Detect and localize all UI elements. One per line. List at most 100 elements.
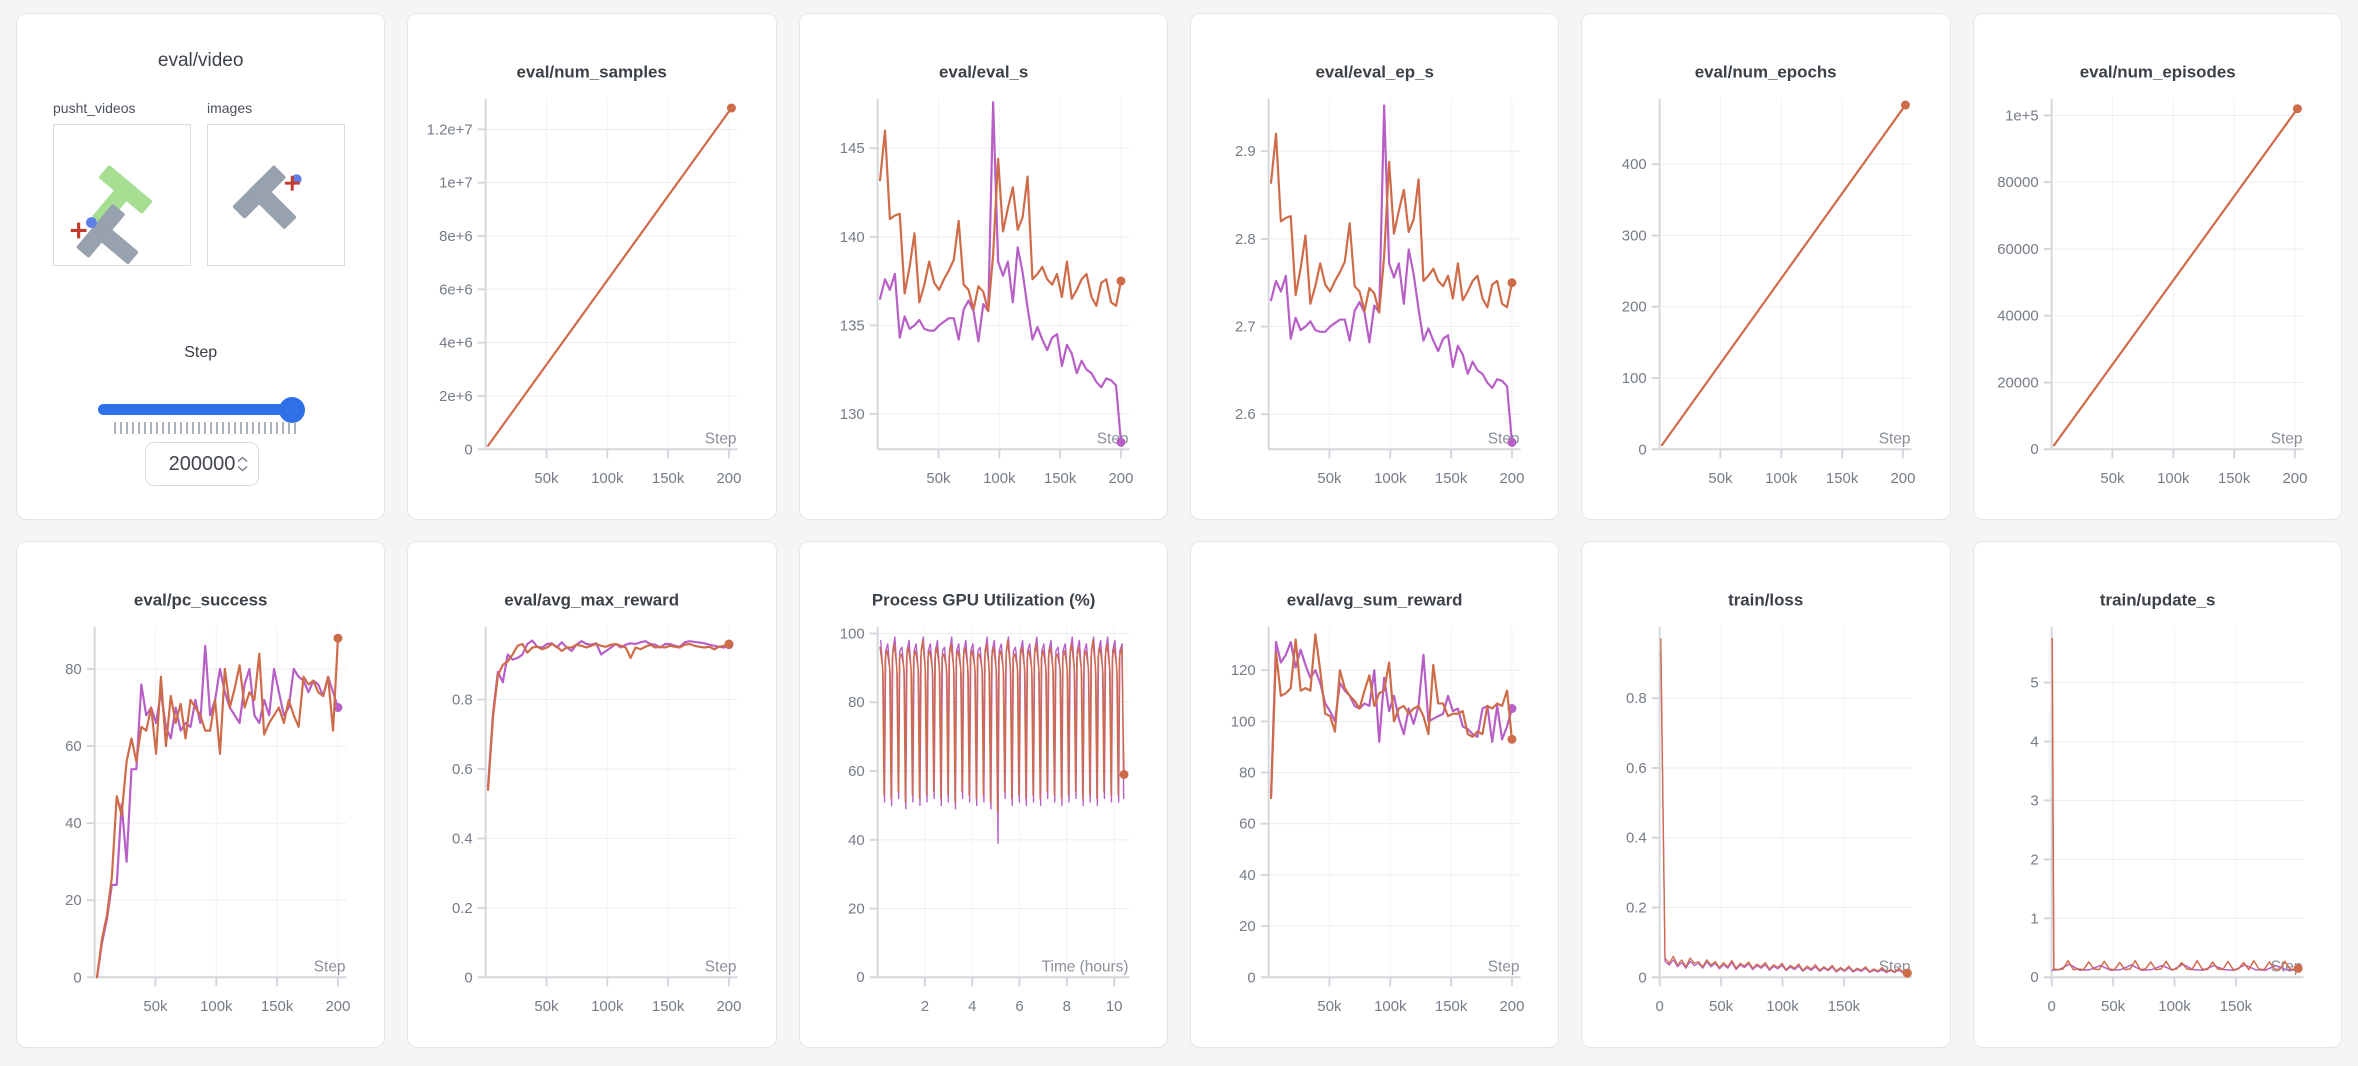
media-panel-eval-video: eval/video pusht_videos images [16, 13, 386, 520]
chart-title: eval/num_samples [517, 63, 667, 82]
y-tick-label: 2 [2030, 851, 2038, 868]
x-tick-label: 50k [143, 998, 168, 1015]
y-tick-label: 0.4 [452, 830, 473, 847]
chart-canvas-eval-pc-success: 0 20 40 60 80 50k 100k 150k 200 eval/pc_success St… [65, 591, 350, 1015]
y-tick-label: 60 [65, 738, 82, 755]
endpoint-dot-purple-run [1507, 437, 1517, 447]
chevron-up-icon[interactable] [237, 456, 248, 463]
y-tick-label: 80 [848, 694, 865, 711]
x-tick-label: 200 [325, 998, 350, 1015]
y-tick-label: 120 [1231, 662, 1256, 679]
chart-panel-eval-pc-success[interactable]: 0 20 40 60 80 50k 100k 150k 200 eval/pc_success St… [16, 541, 386, 1048]
x-tick-label: 150k [1826, 470, 1859, 487]
y-tick-label: 0.2 [452, 900, 473, 917]
x-tick-label: 200 [1891, 470, 1916, 487]
x-tick-label: 200 [717, 470, 742, 487]
y-tick-label: 5 [2030, 675, 2038, 692]
chart-panel-eval-avg-max-reward[interactable]: 0 0.2 0.4 0.6 0.8 50k 100k 150k 200 eval/avg_max_… [407, 541, 777, 1048]
x-axis-label: Time (hours) [1041, 958, 1128, 975]
x-tick-label: 100k [591, 998, 624, 1015]
y-tick-label: 0 [2030, 969, 2038, 986]
x-tick-label: 8 [1062, 998, 1070, 1015]
chart-canvas-eval-num-episodes: 0 20000 40000 60000 80000 1e+5 50k 100k 150k 200 e… [1997, 63, 2307, 487]
gray-t-shape [76, 204, 139, 265]
series-line-orange-run [487, 106, 733, 447]
x-axis-label: Step [2270, 430, 2302, 447]
chart-panel-process-gpu-utilization[interactable]: 0 20 40 60 80 100 2 4 6 8 10 Process GPU Utilizatio… [798, 541, 1168, 1048]
stepper-arrows[interactable] [237, 456, 248, 472]
chart-title: eval/eval_ep_s [1315, 63, 1433, 82]
gray-t-shape [232, 165, 297, 229]
chart-canvas-eval-avg-sum-reward: 0 20 40 60 80 100 120 50k 100k 150k 200 eval/avg_su… [1231, 591, 1525, 1015]
series-line-orange-run [1269, 633, 1514, 800]
y-tick-label: 140 [839, 229, 864, 246]
x-tick-label: 200 [1108, 470, 1133, 487]
agent-dot [86, 217, 97, 229]
series-line-orange-run [1269, 132, 1514, 314]
y-tick-label: 0.6 [1626, 760, 1647, 777]
chart-canvas-eval-num-epochs: 0 100 200 300 400 50k 100k 150k 200 eval/num_epoc… [1622, 63, 1916, 487]
y-tick-label: 0 [465, 441, 473, 458]
endpoint-dot-purple-run [333, 703, 343, 713]
chart-canvas-process-gpu-utilization: 0 20 40 60 80 100 2 4 6 8 10 Process GPU Utilizatio… [839, 591, 1130, 1015]
chart-panel-eval-num-epochs[interactable]: 0 100 200 300 400 50k 100k 150k 200 eval/num_epoc… [1581, 13, 1951, 520]
step-value-input[interactable]: 200000 [145, 442, 259, 486]
x-tick-label: 50k [1709, 470, 1734, 487]
y-tick-label: 3 [2030, 792, 2038, 809]
chart-panel-eval-eval-ep-s[interactable]: 2.6 2.7 2.8 2.9 50k 100k 150k 200 eval/eval_ep_s… [1190, 13, 1560, 520]
step-slider[interactable] [98, 396, 305, 423]
x-tick-label: 100k [1765, 470, 1798, 487]
x-axis-label: Step [705, 958, 737, 975]
chart-title: Process GPU Utilization (%) [872, 591, 1096, 610]
x-tick-label: 10 [1106, 998, 1123, 1015]
y-tick-label: 2.6 [1235, 406, 1256, 423]
pusht-scene-video [70, 165, 153, 265]
endpoint-dot-orange-run [727, 103, 737, 113]
x-tick-label: 50k [1709, 998, 1734, 1015]
slider-handle[interactable] [279, 396, 305, 423]
y-tick-label: 60 [848, 763, 865, 780]
x-tick-label: 150k [652, 470, 685, 487]
y-tick-label: 6e+6 [439, 281, 473, 298]
y-tick-label: 4 [2030, 734, 2038, 751]
chart-panel-train-loss[interactable]: 0 0.2 0.4 0.6 0.8 0 50k 100k 150k train/loss Step [1581, 541, 1951, 1048]
chart-title: eval/num_epochs [1695, 63, 1837, 82]
chart-panel-eval-eval-s[interactable]: 130 135 140 145 50k 100k 150k 200 eval/eval_s Ste… [798, 13, 1168, 520]
chart-panel-eval-avg-sum-reward[interactable]: 0 20 40 60 80 100 120 50k 100k 150k 200 eval/avg_su… [1190, 541, 1560, 1048]
media-thumb-images[interactable] [207, 124, 345, 266]
x-tick-label: 100k [591, 470, 624, 487]
y-tick-label: 2.8 [1235, 231, 1256, 248]
chart-panel-train-update-s[interactable]: 0 1 2 3 4 5 0 50k 100k 150k train/update_s Step [1972, 541, 2342, 1048]
x-tick-label: 150k [1435, 998, 1468, 1015]
y-tick-label: 0 [465, 969, 473, 986]
x-tick-label: 200 [1499, 998, 1524, 1015]
x-tick-label: 100k [2158, 998, 2191, 1015]
y-tick-label: 200 [1622, 299, 1647, 316]
x-tick-label: 0 [1656, 998, 1664, 1015]
x-tick-label: 50k [1317, 998, 1342, 1015]
chevron-down-icon[interactable] [237, 465, 248, 472]
series-line-orange-run [95, 637, 340, 979]
y-tick-label: 2.9 [1235, 143, 1256, 160]
x-tick-label: 100k [983, 470, 1016, 487]
y-tick-label: 20 [65, 892, 82, 909]
x-tick-label: 6 [1015, 998, 1023, 1015]
series-line-purple-run [1660, 652, 1909, 975]
chart-panel-eval-num-samples[interactable]: 0 2e+6 4e+6 6e+6 8e+6 1e+7 1.2e+7 50k 100k 150k 20… [407, 13, 777, 520]
chart-canvas-eval-avg-max-reward: 0 0.2 0.4 0.6 0.8 50k 100k 150k 200 eval/avg_max_… [452, 591, 741, 1015]
media-panel-title: eval/video [157, 50, 244, 71]
y-tick-label: 0 [2030, 441, 2038, 458]
series-line-purple-run [487, 639, 731, 788]
series-line-purple-run [1269, 104, 1514, 444]
media-thumb-pusht-videos[interactable] [53, 124, 191, 266]
y-tick-label: 100 [839, 626, 864, 643]
y-tick-label: 100 [1622, 370, 1647, 387]
y-tick-label: 100 [1231, 713, 1256, 730]
x-axis-label: Step [705, 430, 737, 447]
y-tick-label: 1.2e+7 [427, 121, 473, 138]
endpoint-dot-purple-run [1116, 437, 1126, 447]
y-tick-label: 20 [1239, 918, 1256, 935]
chart-panel-eval-num-episodes[interactable]: 0 20000 40000 60000 80000 1e+5 50k 100k 150k 200 e… [1972, 13, 2342, 520]
y-tick-label: 80 [65, 661, 82, 678]
y-tick-label: 135 [839, 317, 864, 334]
